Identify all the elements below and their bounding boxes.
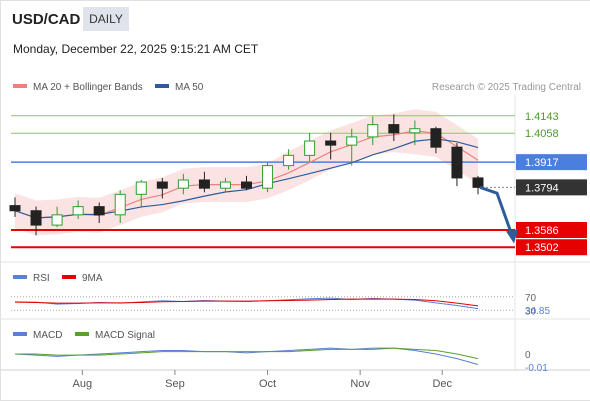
rsi-legend-swatch <box>13 275 27 279</box>
level-label-box-1.3917 <box>516 154 587 171</box>
rsi-ref-label-30: 30 <box>525 306 537 317</box>
candle-body <box>93 206 105 216</box>
candle-body <box>114 193 126 216</box>
rsi-ref-label-70: 70 <box>525 293 537 304</box>
candle-body <box>367 124 379 138</box>
candle-body <box>219 181 231 189</box>
x-tick-label-Aug: Aug <box>73 378 93 390</box>
level-label-1.4143: 1.4143 <box>525 111 559 123</box>
rsi-ma-legend-swatch <box>62 275 76 279</box>
credit-text: Research © 2025 Trading Central <box>432 82 581 93</box>
level-label-1.3794: 1.3794 <box>525 182 559 194</box>
macd-series-1 <box>15 347 479 360</box>
x-tick-label-Nov: Nov <box>350 378 370 390</box>
level-label-box-1.3794 <box>516 179 587 196</box>
rsi-legend-label: RSI <box>33 273 50 284</box>
level-label-box-1.3586 <box>516 222 587 239</box>
candle-body <box>177 179 189 189</box>
candle-body <box>430 128 442 148</box>
bollinger-band-fill <box>15 109 478 236</box>
macd-ref-label-0: 0 <box>525 350 531 361</box>
candle-body <box>72 206 84 216</box>
macd-signal-legend-label: MACD Signal <box>95 330 155 341</box>
rsi-series-1 <box>14 298 479 307</box>
macd-legend-swatch <box>13 332 27 336</box>
macd-series-0 <box>14 347 479 365</box>
candle-body <box>241 181 252 189</box>
level-label-1.3586: 1.3586 <box>525 225 559 237</box>
level-label-1.3502: 1.3502 <box>525 242 559 254</box>
timeframe-badge[interactable] <box>83 7 129 31</box>
forecast-arrow-head <box>506 229 518 244</box>
timestamp: Monday, December 22, 2025 9:15:21 AM CET <box>13 42 259 56</box>
level-label-1.3917: 1.3917 <box>525 157 559 169</box>
candle-body <box>451 146 463 179</box>
candle-body <box>409 128 421 134</box>
candle-body <box>30 210 42 226</box>
candle-body <box>283 154 295 167</box>
level-label-1.4058: 1.4058 <box>525 128 559 140</box>
x-tick-label-Sep: Sep <box>165 378 185 390</box>
ma20-legend-swatch <box>13 84 27 88</box>
candle-body <box>304 140 316 156</box>
pair-title: USD/CAD <box>12 11 81 28</box>
candle-body <box>51 214 63 226</box>
candle-body <box>388 124 400 134</box>
candle-body <box>325 140 337 146</box>
rsi-last-value: 34.85 <box>525 306 550 317</box>
rsi-ma-legend-label: 9MA <box>82 273 103 284</box>
candle-body <box>9 205 21 212</box>
candle-body <box>135 181 147 195</box>
ma50-legend-label: MA 50 <box>175 82 204 93</box>
macd-legend-label: MACD <box>33 330 62 341</box>
candle-body <box>198 179 210 189</box>
candle-body <box>346 136 358 146</box>
candle-body <box>262 165 274 189</box>
x-tick-label-Oct: Oct <box>259 378 276 390</box>
ma20-legend-label: MA 20 + Bollinger Bands <box>33 82 143 93</box>
macd-signal-legend-swatch <box>75 332 89 336</box>
forecast-arrow <box>479 185 514 236</box>
timeframe-label: DAILY <box>89 12 123 26</box>
candle-body <box>156 181 168 189</box>
macd-last-value: -0.01 <box>525 363 548 374</box>
ma50-legend-swatch <box>155 84 169 88</box>
x-tick-label-Dec: Dec <box>432 378 452 390</box>
candle-body <box>472 177 484 188</box>
level-label-box-1.3502 <box>516 239 587 256</box>
